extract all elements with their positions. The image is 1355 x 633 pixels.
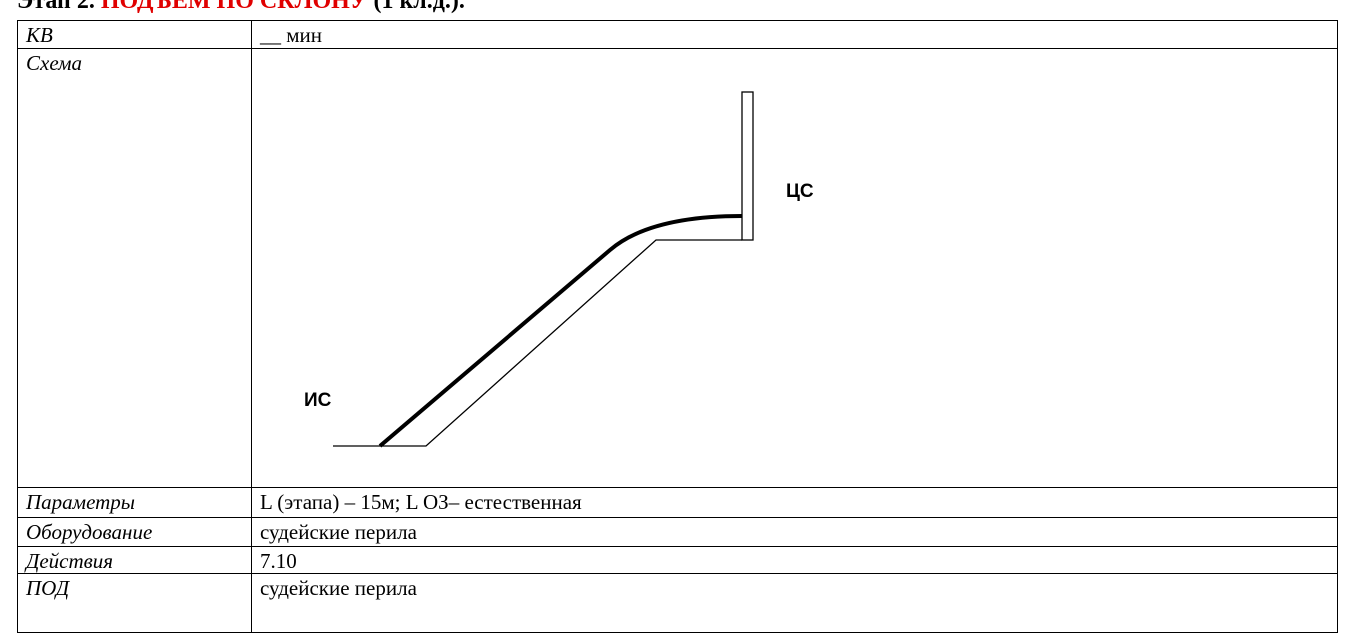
value-cell: 7.10 xyxy=(251,546,1338,574)
label-cell: Действия xyxy=(17,546,252,574)
value-cell: L (этапа) – 15м; L ОЗ– естественная xyxy=(251,487,1338,518)
finish-label: ЦС xyxy=(786,181,814,202)
wall xyxy=(742,92,753,240)
rope xyxy=(380,216,742,446)
label-cell: Параметры xyxy=(17,487,252,518)
slope-outline xyxy=(333,240,742,446)
start-label: ИС xyxy=(304,390,332,411)
label-cell: Оборудование xyxy=(17,517,252,547)
value-cell: судейские перила xyxy=(251,517,1338,547)
value-cell: судейские перила xyxy=(251,573,1338,633)
page: Этап 2. ПОДЪЕМ ПО СКЛОНУ (1 кл.д.). КВ _… xyxy=(0,0,1355,630)
label-cell: ПОД xyxy=(17,573,252,633)
